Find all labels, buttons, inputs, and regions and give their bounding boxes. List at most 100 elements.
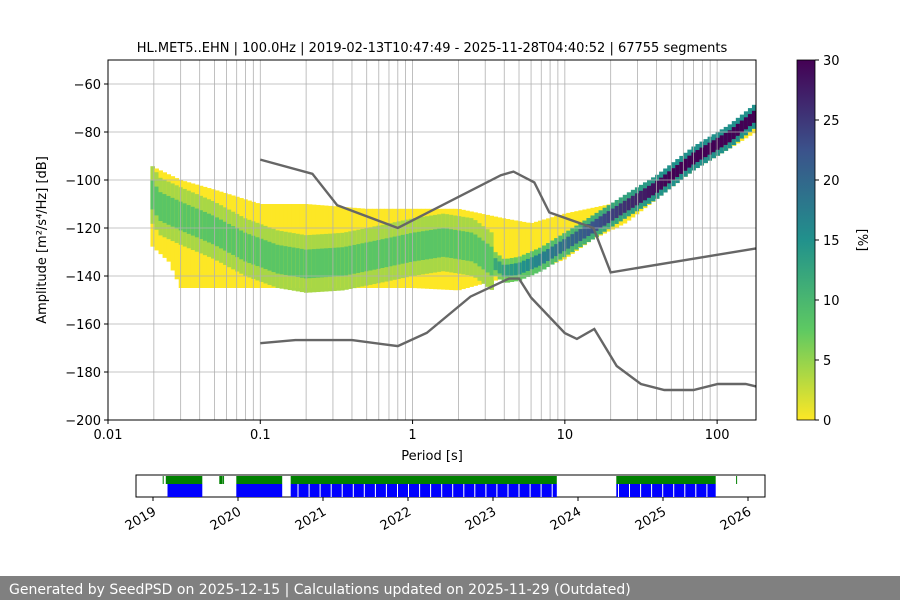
y-tick-label: −160 (65, 318, 101, 333)
density-peak (747, 114, 753, 127)
density-peak (610, 208, 616, 221)
density-peak (223, 221, 228, 251)
timeline-tick-label: 2019 (123, 504, 159, 534)
density-peak (538, 253, 543, 266)
timeline-gap (695, 484, 697, 497)
y-axis-label: Amplitude [m²/s⁴/Hz] [dB] (35, 156, 50, 324)
density-peak (449, 229, 454, 259)
timeline-gap (474, 484, 476, 497)
colorbar-tick-label: 10 (823, 294, 840, 309)
timeline-gap (518, 484, 520, 497)
colorbar-tick-label: 30 (823, 54, 840, 69)
density-column (513, 220, 519, 277)
timeline-gap (374, 484, 376, 497)
timeline-gap (341, 484, 343, 497)
density-peak (202, 211, 208, 241)
density-peak (275, 244, 281, 274)
timeline-segment (167, 484, 203, 497)
colorbar-tick-label: 20 (823, 174, 840, 189)
density-peak (433, 229, 438, 259)
density-peak (182, 203, 188, 233)
density-peak (659, 177, 664, 190)
density-peak (416, 231, 422, 261)
density-peak (453, 229, 458, 259)
density-peak (667, 171, 672, 184)
density-peak (679, 161, 684, 174)
density-peak (352, 244, 357, 274)
density-peak (594, 218, 599, 231)
density-peak (493, 258, 499, 271)
density-peak (437, 228, 442, 258)
y-tick-label: −100 (65, 174, 101, 189)
density-peak (328, 248, 333, 277)
x-tick-label: 0.1 (250, 428, 271, 443)
density-peak (513, 263, 519, 276)
density-peak (687, 155, 692, 168)
density-peak (295, 248, 301, 277)
density-peak (626, 198, 632, 211)
density-peak (279, 245, 285, 275)
density-peak (291, 247, 297, 277)
density-peak (497, 261, 503, 274)
density-peak (441, 228, 446, 257)
density-peak (235, 228, 240, 258)
density-peak (299, 248, 305, 278)
density-peak (663, 174, 668, 187)
density-peak (719, 135, 725, 148)
timeline-gap (706, 484, 708, 497)
density-column (497, 217, 503, 280)
density-peak (647, 185, 652, 198)
density-peak (324, 248, 329, 278)
density-column (546, 218, 551, 267)
density-column (542, 219, 547, 268)
density-peak (154, 186, 159, 216)
density-peak (170, 197, 176, 227)
y-ticks: −60 −80 −100 −120 −140 −160 −180 −200 (65, 78, 108, 429)
density-peak (190, 206, 196, 236)
density-column (517, 221, 523, 276)
density-peak (340, 247, 345, 277)
timeline-gap (463, 484, 465, 497)
psd-heatmap (150, 104, 757, 293)
density-peak (158, 192, 163, 221)
density-peak (332, 247, 337, 277)
density-peak (751, 110, 757, 123)
density-peak (255, 237, 260, 267)
density-peak (404, 234, 410, 263)
timeline-gap (452, 484, 454, 497)
density-peak (731, 127, 737, 140)
density-peak (150, 180, 155, 210)
timeline-gap (618, 484, 619, 497)
density-peak (562, 239, 567, 252)
density-peak (606, 211, 612, 224)
timeline-gap (662, 484, 664, 497)
density-peak (614, 205, 620, 218)
density-peak (582, 226, 587, 239)
timeline-gap (330, 484, 332, 497)
density-peak (517, 262, 523, 275)
density-peak (408, 233, 414, 262)
colorbar-tick-label: 15 (823, 234, 840, 249)
density-peak (400, 234, 406, 264)
timeline-gap (673, 484, 675, 497)
y-tick-label: −120 (65, 222, 101, 237)
timeline-segment (236, 484, 283, 497)
density-peak (481, 240, 486, 270)
density-peak (396, 235, 402, 265)
density-peak (320, 248, 325, 278)
density-peak (388, 237, 394, 267)
density-peak (412, 232, 418, 262)
density-peak (542, 251, 547, 264)
timeline-gap (308, 484, 310, 497)
density-peak (489, 246, 494, 276)
timeline-segment (616, 484, 716, 497)
density-column (538, 220, 543, 270)
timeline-tick-label: 2025 (633, 504, 669, 534)
timeline-gap (397, 484, 398, 497)
density-column (493, 216, 499, 281)
footer-status: Generated by SeedPSD on 2025-12-15 | Cal… (0, 576, 900, 600)
density-peak (384, 238, 390, 268)
timeline-tick-label: 2021 (293, 504, 329, 534)
plot-frame (107, 59, 757, 421)
timeline-gap (629, 484, 630, 497)
